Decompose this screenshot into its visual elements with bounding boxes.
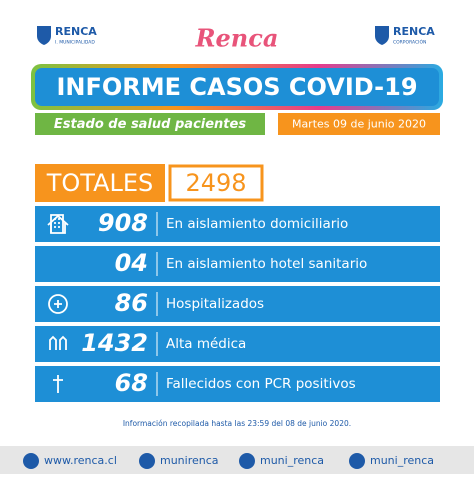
row-label: Hospitalizados: [166, 296, 264, 312]
logo-sub: CORPORACIÓN: [393, 39, 426, 46]
totals-value-box: [168, 164, 264, 202]
row-label: En aislamiento hotel sanitario: [166, 256, 367, 272]
row-icon: [48, 294, 68, 314]
row-label: Alta médica: [166, 336, 246, 352]
logo-text: RENCA: [55, 25, 97, 38]
footer-icon: [349, 453, 365, 469]
row-bar: [35, 326, 440, 362]
row-bar: [35, 286, 440, 322]
row-value: 1432: [81, 329, 148, 357]
footer-icon: [239, 453, 255, 469]
totals-label: TOTALES: [46, 169, 154, 197]
row-label: En aislamiento domiciliario: [166, 216, 348, 232]
row-bar: [35, 206, 440, 242]
logo-center: Renca: [195, 24, 279, 53]
rows: 908 En aislamiento domiciliario 04 En aisla…: [35, 206, 440, 402]
logo-text: RENCA: [393, 25, 435, 38]
footer-text: muni_renca: [260, 454, 324, 467]
row-bar: [35, 246, 440, 282]
footer-text: muni_renca: [370, 454, 434, 467]
date: Martes 09 de junio 2020: [292, 118, 426, 131]
row-value: 86: [115, 289, 148, 317]
footer: www.renca.cl munirenca muni_renca muni_renc…: [23, 453, 434, 469]
logo-right: RENCA CORPORACIÓN: [375, 25, 435, 46]
subtitle-bar: [35, 113, 265, 135]
row-icon: [49, 335, 67, 350]
logo-sub: I. MUNICIPALIDAD: [55, 40, 95, 46]
subtitle: Estado de salud pacientes: [54, 117, 246, 132]
row-bar: [35, 366, 440, 402]
date-bar: [278, 113, 440, 135]
logo-left: RENCA I. MUNICIPALIDAD: [37, 25, 97, 46]
row-icon: [53, 375, 63, 393]
footer-bar: [0, 446, 474, 474]
footer-icon: [139, 453, 155, 469]
title-banner: [35, 68, 439, 106]
row-value: 04: [115, 249, 148, 277]
row-label: Fallecidos con PCR positivos: [166, 376, 356, 392]
totals-label-box: [35, 164, 165, 202]
row-icon: [50, 214, 64, 233]
row-value: 68: [115, 369, 148, 397]
footer-text: munirenca: [160, 454, 219, 467]
footer-icon: [23, 453, 39, 469]
totals-value: 2498: [185, 169, 246, 197]
title: INFORME CASOS COVID-19: [56, 73, 417, 101]
footer-text: www.renca.cl: [44, 454, 117, 467]
note: Información recopilada hasta las 23:59 d…: [123, 419, 351, 428]
row-value: 908: [98, 209, 148, 237]
